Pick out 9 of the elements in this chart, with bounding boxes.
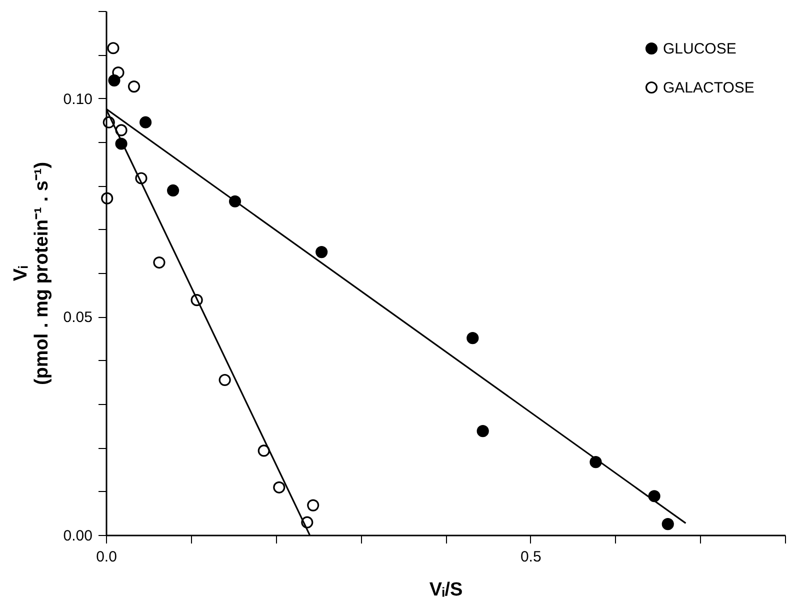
y-tick-label: 0.05 [63,309,92,326]
legend-label: GLUCOSE [663,40,736,58]
y-tick-label: 0.10 [63,90,92,108]
x-axis-title: Vᵢ/S [429,580,463,600]
y-axis-title: Vᵢ (pmol . mg protein⁻¹ . s⁻¹) [10,162,52,386]
legend-label: GALACTOSE [663,80,754,96]
x-tick-label: 0.0 [96,548,117,566]
x-tick-label: 0.5 [520,548,542,566]
y-tick-label: 0.00 [63,528,92,544]
